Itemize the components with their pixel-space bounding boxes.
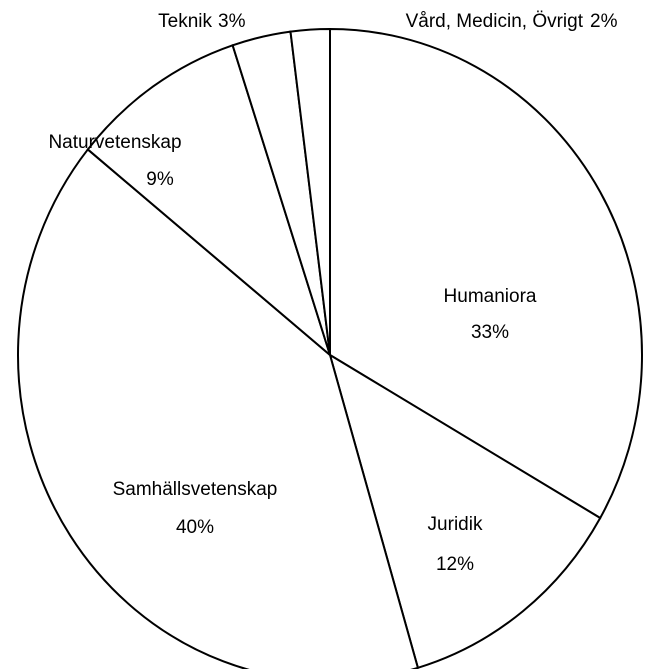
slice-label: Naturvetenskap [48, 132, 181, 153]
pie-slice [329, 27, 643, 520]
value-label: 12% [436, 554, 474, 575]
value-label: 40% [176, 517, 214, 538]
pie-slice [328, 352, 602, 669]
slice-label: Teknik [158, 11, 212, 32]
slice-label: Samhällsvetenskap [113, 479, 278, 500]
pie-slice [289, 27, 331, 356]
value-label: 2% [590, 11, 618, 32]
slice-label: Humaniora [444, 286, 537, 307]
pie-slice [86, 43, 332, 359]
pie-slice [17, 148, 420, 669]
value-label: 9% [146, 169, 174, 190]
value-label: 33% [471, 322, 509, 343]
slice-label: Vård, Medicin, Övrigt [406, 11, 584, 32]
value-label: 3% [218, 11, 246, 32]
slice-label: Juridik [428, 514, 483, 535]
